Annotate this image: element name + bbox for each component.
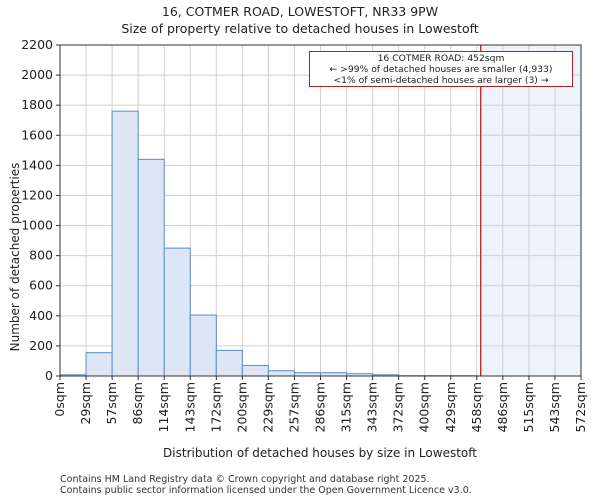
chart-title: 16, COTMER ROAD, LOWESTOFT, NR33 9PW: [161, 4, 439, 19]
y-tick-label: 1200: [21, 187, 53, 202]
y-tick-label: 200: [29, 338, 53, 353]
x-tick-label: 86sqm: [130, 382, 145, 425]
x-tick-label: 429sqm: [443, 382, 458, 432]
y-tick-label: 600: [29, 278, 53, 293]
x-tick-label: 200sqm: [234, 382, 249, 432]
x-tick-label: 229sqm: [260, 382, 275, 432]
histogram-bar: [267, 370, 295, 377]
y-tick-label: 0: [45, 368, 53, 383]
x-tick-label: 543sqm: [547, 382, 562, 432]
annotation-line-2: ← >99% of detached houses are smaller (4…: [329, 64, 553, 75]
y-tick-label: 1800: [21, 97, 53, 112]
x-tick-label: 572sqm: [573, 382, 588, 432]
x-tick-label: 143sqm: [182, 382, 197, 432]
x-tick-label: 315sqm: [339, 382, 354, 432]
histogram-bar: [163, 247, 191, 377]
x-tick-label: 486sqm: [495, 382, 510, 432]
y-tick-label: 400: [29, 308, 53, 323]
x-tick-label: 515sqm: [521, 382, 536, 432]
y-tick-label: 1400: [21, 157, 53, 172]
y-tick-label: 2000: [21, 67, 53, 82]
histogram-bar: [215, 349, 243, 377]
marker-annotation: 16 COTMER ROAD: 452sqm ← >99% of detache…: [309, 51, 573, 87]
chart-subtitle: Size of property relative to detached ho…: [121, 21, 479, 36]
annotation-line-3: <1% of semi-detached houses are larger (…: [333, 75, 549, 86]
x-tick-label: 400sqm: [417, 382, 432, 432]
x-tick-label: 114sqm: [156, 382, 171, 432]
histogram-bar: [85, 352, 113, 377]
x-tick-label: 372sqm: [391, 382, 406, 432]
highlight-region: [480, 45, 581, 376]
histogram-bar: [241, 364, 269, 377]
x-tick-label: 0sqm: [52, 382, 67, 417]
x-tick-label: 172sqm: [208, 382, 223, 432]
footer-line-2: Contains public sector information licen…: [60, 485, 472, 496]
y-tick-label: 1000: [21, 218, 53, 233]
histogram-bar: [111, 110, 139, 377]
x-tick-label: 257sqm: [286, 382, 301, 432]
annotation-line-1: 16 COTMER ROAD: 452sqm: [377, 53, 505, 64]
footer-line-1: Contains HM Land Registry data © Crown c…: [60, 474, 430, 485]
x-tick-label: 57sqm: [104, 382, 119, 425]
histogram-bar: [189, 314, 217, 377]
x-axis-label: Distribution of detached houses by size …: [163, 446, 477, 460]
y-axis-label: Number of detached properties: [8, 162, 22, 352]
x-tick-label: 458sqm: [469, 382, 484, 432]
y-tick-label: 800: [29, 248, 53, 263]
y-tick-label: 1600: [21, 127, 53, 142]
histogram-bar: [137, 158, 165, 377]
y-tick-label: 2200: [21, 37, 53, 52]
x-tick-label: 29sqm: [78, 382, 93, 425]
x-tick-label: 286sqm: [313, 382, 328, 432]
x-tick-label: 343sqm: [365, 382, 380, 432]
